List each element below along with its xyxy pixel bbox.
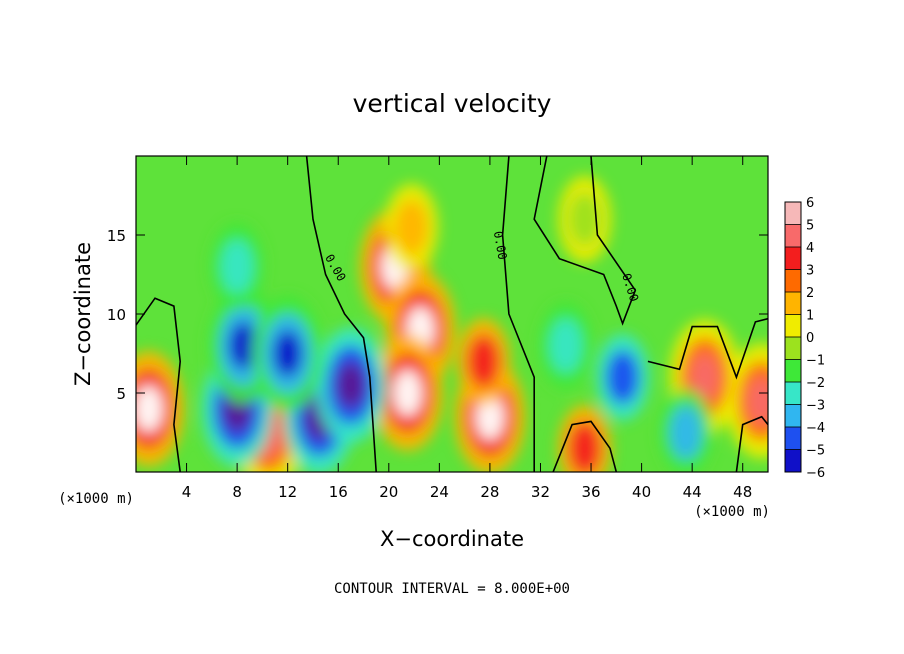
z-unit-label: (×1000 m) [58,491,134,507]
colorbar-segment [785,224,801,247]
y-ticks: 5 10 15 [107,227,768,403]
colorbar-label: 3 [806,264,814,279]
colorbar-label: −1 [806,354,825,369]
x-tick-label: 16 [329,483,348,501]
colorbar-segment [785,269,801,292]
field-blob [220,239,254,294]
x-tick-label: 36 [581,483,600,501]
zero-contour [501,156,535,472]
x-tick-label: 32 [531,483,550,501]
x-tick-label: 24 [430,483,449,501]
colorbar-label: 4 [806,241,814,256]
colorbar-segment [785,337,801,360]
field-blob [568,192,602,247]
colorbar-label: 1 [806,309,814,324]
colorbar-label: −6 [806,466,825,481]
zero-contour [136,297,182,472]
field-blob [475,393,505,441]
contour-lines: 0.000.000.00 [136,156,768,472]
colorbar-label: 2 [806,286,814,301]
colorbar-segment [785,202,801,225]
colorbar: 6 5 4 3 2 1 0 −1 −2 −3 −4 −5 −6 [784,196,825,481]
colorbar-label: 6 [806,196,814,211]
y-tick-label: 15 [107,227,126,245]
field-blob [136,385,163,433]
field-blob [606,350,640,405]
x-tick-label: 12 [278,483,297,501]
field-blob [393,369,423,417]
colorbar-label: 5 [806,219,814,234]
colorbar-segment [785,404,801,427]
colorbar-label: −4 [806,421,825,436]
colorbar-segment [785,359,801,382]
x-tick-label: 4 [182,483,192,501]
x-axis-label: X−coordinate [380,527,524,551]
x-ticks: 4 8 12 16 20 24 28 32 36 40 44 48 [182,156,752,501]
colorbar-segment [785,247,801,270]
x-tick-label: 40 [632,483,651,501]
field-blob [747,377,768,425]
zero-contour [305,156,377,472]
field-blob [690,353,720,401]
x-tick-label: 44 [683,483,702,501]
colorbar-segment [785,314,801,337]
x-tick-label: 8 [232,483,242,501]
contour-label: 0.00 [491,230,510,261]
chart-title: vertical velocity [353,89,552,118]
colorbar-segment [785,382,801,405]
colorbar-label: 0 [806,331,814,346]
x-tick-label: 48 [733,483,752,501]
zero-contour [552,420,618,472]
field-blob [395,200,429,255]
colorbar-segment [785,292,801,315]
y-axis-label: Z−coordinate [71,242,95,386]
field-blob [669,405,703,460]
zero-contour [647,317,768,380]
zero-contour [735,415,768,472]
field-blob [273,330,302,377]
field-blob [336,361,366,409]
field-blob [229,322,258,369]
x-tick-label: 20 [379,483,398,501]
contour-interval-note: CONTOUR INTERVAL = 8.000E+00 [334,581,570,597]
plot-area: 0.000.000.00 4 8 12 16 20 24 28 32 36 40 44 48 5101… [107,155,769,501]
x-tick-label: 28 [480,483,499,501]
colorbar-label: −3 [806,399,825,414]
field-blob [467,334,501,389]
colorbar-segment [785,427,801,450]
field-blob [549,318,583,373]
zero-contour [533,156,637,326]
x-unit-label: (×1000 m) [694,504,770,520]
field-blob [568,421,602,472]
colorbar-label: −2 [806,376,825,391]
y-tick-label: 5 [116,385,126,403]
colorbar-label: −5 [806,444,825,459]
colorbar-segment [785,449,801,472]
velocity-field [136,176,768,472]
y-tick-label: 10 [107,306,126,324]
